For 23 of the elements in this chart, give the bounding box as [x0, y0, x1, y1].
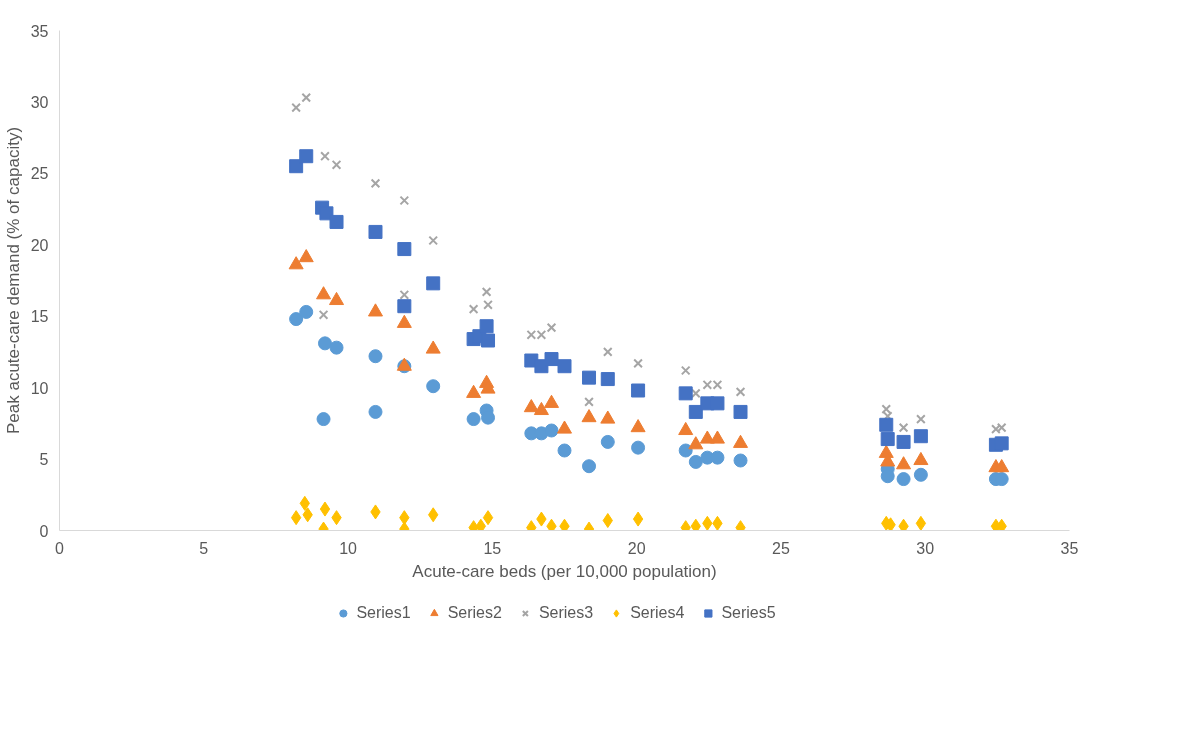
x-tick-label: 35 [1060, 539, 1079, 557]
legend-label: Series3 [538, 604, 594, 622]
x-tick-label: 0 [55, 539, 65, 557]
y-tick-label: 10 [30, 379, 49, 397]
y-tick-label: 20 [30, 236, 49, 254]
y-tick-label: 15 [30, 308, 49, 326]
y-tick-label: 0 [39, 522, 49, 540]
y-tick-label: 30 [30, 93, 49, 111]
x-tick-label: 15 [483, 539, 502, 557]
x-tick-label: 30 [916, 539, 935, 557]
x-tick-label: 25 [772, 539, 790, 557]
y-tick-label: 25 [30, 165, 49, 183]
y-tick-label: 35 [30, 22, 49, 40]
x-tick-label: 10 [339, 539, 358, 557]
legend-label: Series5 [721, 604, 776, 622]
y-tick-label: 5 [39, 451, 49, 469]
x-tick-label: 20 [627, 539, 646, 557]
legend-label: Series2 [447, 604, 502, 622]
x-tick-label: 5 [199, 539, 209, 557]
x-axis-title: Acute-care beds (per 10,000 population) [412, 561, 717, 581]
legend-label: Series4 [630, 604, 685, 622]
y-axis-title: Peak acute-care demand (% of capacity) [3, 126, 23, 435]
legend-label: Series1 [356, 604, 411, 622]
